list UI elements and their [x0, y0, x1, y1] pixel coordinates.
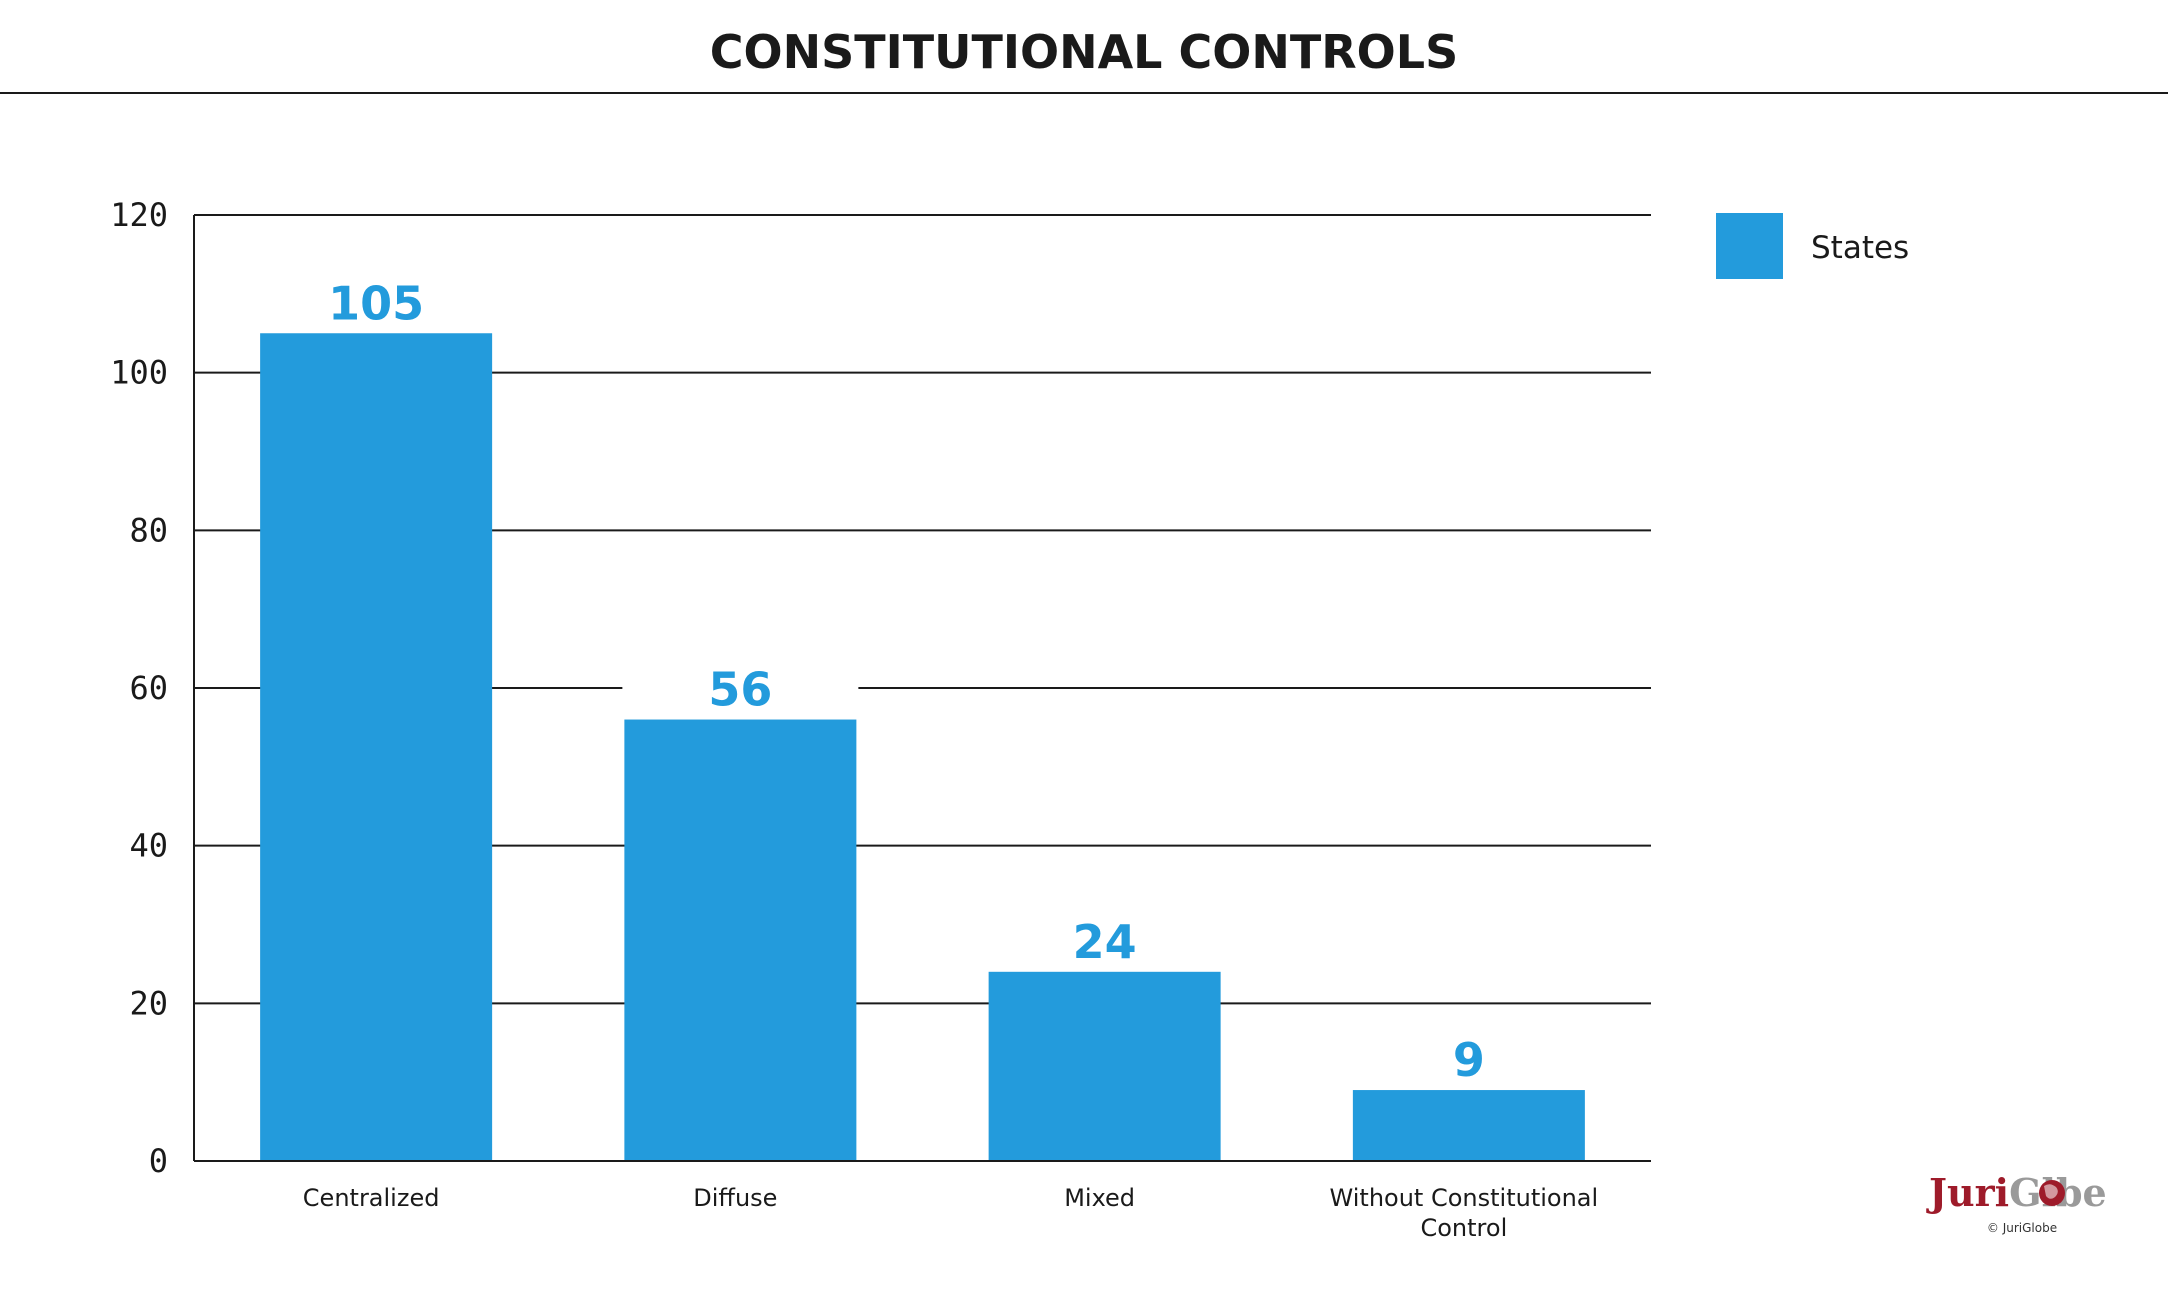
x-tick-label: Mixed	[1064, 1184, 1135, 1212]
logo-copyright: © JuriGlobe	[1987, 1221, 2057, 1235]
x-tick-label: Centralized	[303, 1184, 440, 1212]
label-backdrop	[1350, 1028, 1587, 1087]
bars	[260, 333, 1585, 1161]
logo-juri: Juri	[1926, 1170, 2009, 1215]
globe-icon	[2039, 1180, 2065, 1206]
y-tick-label: 120	[110, 196, 168, 234]
x-tick-line: Centralized	[303, 1184, 440, 1212]
y-tick-label: 100	[110, 354, 168, 392]
label-backdrop	[258, 271, 495, 330]
data-label: 56	[708, 663, 772, 717]
chart-title: CONSTITUTIONAL CONTROLS	[710, 25, 1458, 79]
y-tick-label: 20	[129, 984, 168, 1022]
legend: States	[1716, 213, 1909, 279]
bar	[624, 719, 857, 1161]
bar	[1352, 1090, 1585, 1161]
y-tick-label: 60	[129, 669, 168, 707]
y-tick-label: 80	[129, 511, 168, 549]
x-tick-label: Diffuse	[693, 1184, 777, 1212]
globe-land	[2044, 1184, 2058, 1199]
x-tick-line: Diffuse	[693, 1184, 777, 1212]
data-label: 105	[328, 276, 424, 330]
data-label: 24	[1073, 915, 1137, 969]
y-axis-ticks: 0 20 40 60 80 100 120	[110, 196, 168, 1180]
x-tick-line: Mixed	[1064, 1184, 1135, 1212]
legend-swatch	[1716, 213, 1783, 279]
x-axis-labels: Centralized Diffuse Mixed Without Constitut…	[303, 1184, 1598, 1242]
data-labels: 105 56 24 9	[258, 271, 1587, 1087]
y-tick-label: 40	[129, 827, 168, 865]
data-label: 9	[1453, 1033, 1485, 1087]
legend-label: States	[1811, 230, 1909, 266]
bar	[988, 971, 1221, 1161]
x-tick-line: Without Constitutional	[1330, 1184, 1599, 1212]
y-tick-label: 0	[149, 1142, 168, 1180]
juriglobe-logo: JuriGlbe © JuriGlobe	[1926, 1170, 2107, 1235]
x-tick-line: Control	[1420, 1214, 1507, 1242]
logo-wordmark: JuriGlbe	[1926, 1170, 2107, 1215]
label-backdrop	[622, 657, 859, 716]
x-tick-label: Without Constitutional Control	[1330, 1184, 1599, 1242]
label-backdrop	[986, 909, 1223, 968]
bar	[260, 333, 493, 1161]
